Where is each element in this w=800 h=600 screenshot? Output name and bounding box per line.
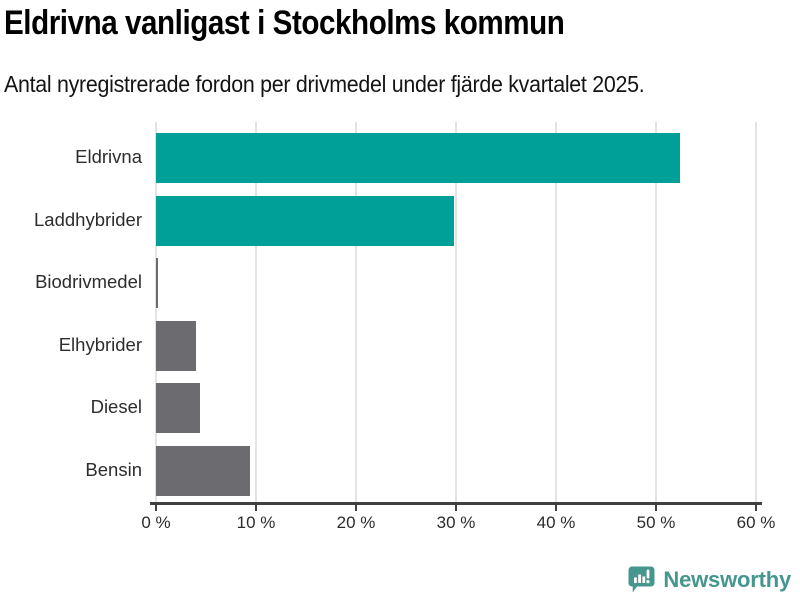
- x-tick-label-40: 40 %: [536, 513, 576, 532]
- x-tick-10: [255, 503, 257, 511]
- chart-title: Eldrivna vanligast i Stockholms kommun: [4, 4, 565, 42]
- x-axis-line: [150, 502, 762, 505]
- bar-label-biodrivmedel: Biodrivmedel: [35, 271, 142, 292]
- x-tick-label-0: 0 %: [141, 513, 171, 532]
- newsworthy-logo-icon: [628, 566, 655, 593]
- gridline-10: [255, 122, 257, 503]
- bar-label-laddhybrider: Laddhybrider: [34, 208, 142, 230]
- gridline-50: [655, 122, 657, 503]
- x-tick-40: [555, 503, 557, 511]
- newsworthy-brand: Newsworthy: [627, 565, 791, 594]
- x-tick-50: [655, 503, 657, 511]
- bar-biodrivmedel: [156, 258, 158, 308]
- chart-subtitle: Antal nyregistrerade fordon per drivmede…: [4, 71, 645, 97]
- bar-diesel: [156, 383, 200, 433]
- x-tick-20: [355, 503, 357, 511]
- gridline-20: [355, 122, 357, 503]
- bar-label-eldrivna: Eldrivna: [75, 146, 142, 167]
- x-tick-30: [455, 503, 457, 511]
- bar-label-diesel: Diesel: [90, 396, 142, 417]
- gridline-0: [155, 122, 157, 503]
- bar-label-bensin: Bensin: [85, 458, 142, 480]
- x-tick-0: [155, 503, 157, 511]
- gridline-30: [455, 122, 457, 503]
- x-tick-60: [755, 503, 757, 511]
- x-tick-label-10: 10 %: [236, 513, 276, 532]
- gridline-40: [555, 122, 557, 503]
- x-tick-label-20: 20 %: [336, 513, 376, 532]
- bar-eldrivna: [156, 133, 680, 183]
- bar-label-elhybrider: Elhybrider: [58, 333, 142, 355]
- x-tick-label-30: 30 %: [436, 513, 476, 532]
- x-tick-label-50: 50 %: [636, 513, 676, 532]
- bar-laddhybrider: [156, 195, 454, 246]
- newsworthy-wordmark: Newsworthy: [663, 566, 791, 592]
- gridline-60: [755, 122, 757, 503]
- x-tick-label-60: 60 %: [736, 513, 776, 532]
- bar-elhybrider: [156, 320, 196, 371]
- bar-bensin: [156, 445, 250, 496]
